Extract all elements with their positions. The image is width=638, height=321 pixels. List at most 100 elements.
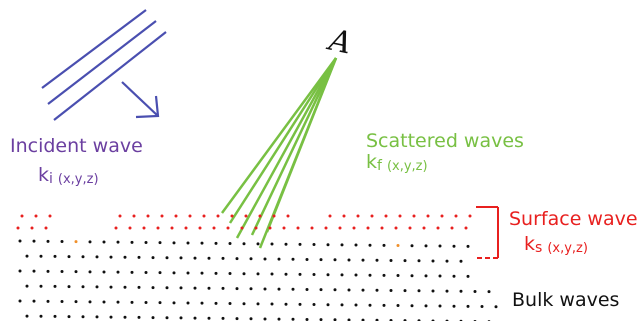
bulk-atom <box>263 287 267 291</box>
surface-atom <box>30 226 34 230</box>
bulk-atom <box>74 270 78 274</box>
bulk-atom <box>445 259 449 263</box>
bulk-atom <box>102 240 106 244</box>
bulk-atom <box>67 285 71 289</box>
bulk-atom <box>165 316 169 320</box>
scattered-k-sub: f <box>377 158 383 174</box>
bulk-atom <box>179 286 183 290</box>
bulk-atom <box>88 240 92 244</box>
bulk-atom <box>193 286 197 290</box>
bulk-atom <box>389 258 393 262</box>
bulk-atom <box>298 302 302 306</box>
bulk-atom <box>403 259 407 263</box>
bulk-atom <box>53 284 57 288</box>
bulk-atom <box>305 317 309 321</box>
bulk-atom <box>32 299 36 303</box>
surface-bracket <box>476 206 499 259</box>
surface-atom <box>114 226 118 230</box>
bulk-atom <box>417 259 421 263</box>
bulk-atom <box>53 254 57 258</box>
bulk-atom <box>298 272 302 276</box>
bulk-atom <box>81 285 85 289</box>
accent-atom <box>74 240 78 244</box>
surface-atom <box>174 214 178 218</box>
bulk-atom <box>319 318 323 321</box>
surface-atom <box>48 214 52 218</box>
bulk-atom <box>200 301 204 305</box>
surface-atom <box>380 226 384 230</box>
bulk-atom <box>326 273 330 277</box>
surface-atom <box>384 214 388 218</box>
surface-atom <box>272 214 276 218</box>
bulk-atom <box>270 242 274 246</box>
bulk-atom <box>18 299 22 303</box>
surface-atom <box>296 226 300 230</box>
bulk-atom <box>410 274 414 278</box>
bulk-atom <box>424 304 428 308</box>
surface-atom <box>198 226 202 230</box>
bulk-atom <box>179 316 183 320</box>
bulk-atom <box>305 287 309 291</box>
bulk-atom <box>354 273 358 277</box>
surface-title: Surface waves <box>509 208 638 230</box>
surface-atom <box>454 214 458 218</box>
bulk-atom <box>25 314 29 318</box>
incident-k-label: ki (x,y,z) <box>38 164 99 187</box>
bulk-atom <box>298 242 302 246</box>
surface-k-main: k <box>524 233 535 255</box>
surface-atom <box>464 226 468 230</box>
incident-wave-group <box>41 9 167 121</box>
bulk-atom <box>144 301 148 305</box>
bulk-atom <box>130 240 134 244</box>
bulk-atom <box>368 243 372 247</box>
surface-atom <box>254 226 258 230</box>
bulk-atom <box>46 269 50 273</box>
scattered-k-main: k <box>366 151 377 173</box>
bulk-atom <box>312 303 316 307</box>
bulk-atom <box>186 301 190 305</box>
bulk-atom <box>389 318 393 321</box>
bulk-atom <box>109 315 113 319</box>
bulk-atom <box>354 303 358 307</box>
bulk-atom <box>130 270 134 274</box>
bulk-atom <box>186 271 190 275</box>
surface-atom <box>412 214 416 218</box>
bulk-atom <box>235 257 239 261</box>
bulk-atom <box>319 258 323 262</box>
bulk-atom <box>347 288 351 292</box>
bulk-atom <box>95 315 99 319</box>
bulk-atom <box>340 273 344 277</box>
bulk-atom <box>137 285 141 289</box>
bulk-atom <box>67 315 71 319</box>
bulk-title: Bulk waves <box>512 289 619 311</box>
bulk-atom <box>312 243 316 247</box>
bulk-atom <box>109 255 113 259</box>
surface-atom <box>170 226 174 230</box>
bulk-atom <box>60 270 64 274</box>
bulk-atom <box>46 299 50 303</box>
surface-atom <box>226 226 230 230</box>
bulk-atom <box>102 300 106 304</box>
bulk-atom <box>326 303 330 307</box>
bulk-atom <box>228 242 232 246</box>
bulk-atom <box>382 273 386 277</box>
surface-atom <box>352 226 356 230</box>
surface-atom <box>394 226 398 230</box>
bulk-atom <box>452 274 456 278</box>
bulk-atom <box>214 271 218 275</box>
bulk-atom <box>165 286 169 290</box>
surface-atom <box>436 226 440 230</box>
incident-wave-line-2 <box>47 20 157 105</box>
scattered-title: Scattered waves <box>366 130 524 152</box>
bulk-atom <box>277 317 281 321</box>
bulk-atom <box>256 242 260 246</box>
bulk-atom <box>466 244 470 248</box>
bulk-atom <box>284 242 288 246</box>
bulk-atom <box>46 239 50 243</box>
bulk-atom <box>74 300 78 304</box>
surface-atom <box>212 226 216 230</box>
surface-atom <box>132 214 136 218</box>
bulk-atom <box>95 255 99 259</box>
bulk-atom <box>417 289 421 293</box>
surface-atom <box>118 214 122 218</box>
